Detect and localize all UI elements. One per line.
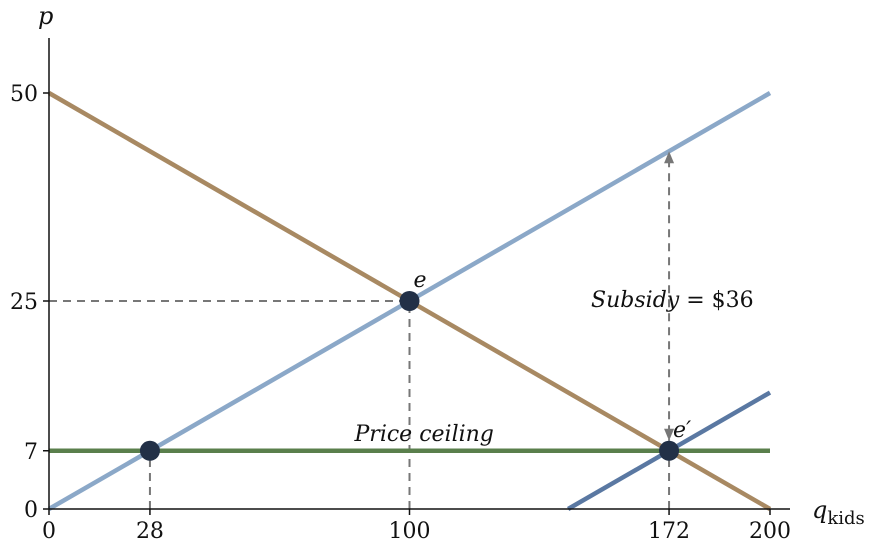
y-tick-label-0: 0 xyxy=(24,498,38,523)
y-tick-label-2: 25 xyxy=(10,290,38,315)
equilibrium-point-0 xyxy=(139,440,160,461)
x-tick-label-0: 0 xyxy=(42,519,56,543)
x-axis-title-subscript: kids xyxy=(827,508,864,529)
y-tick-label-3: 50 xyxy=(10,82,38,107)
point-label-2: e′ xyxy=(673,418,691,443)
subsidy-arrow-head-down xyxy=(664,428,675,441)
equilibrium-point-1 xyxy=(399,291,420,311)
x-tick-label-4: 200 xyxy=(749,519,791,543)
price-ceiling-label: Price ceiling xyxy=(354,422,494,447)
subsidy-arrow-head-up xyxy=(664,151,675,164)
x-axis-title-main: q xyxy=(812,496,827,524)
axes xyxy=(48,38,790,510)
x-tick-label-1: 28 xyxy=(136,519,164,543)
y-tick-label-1: 7 xyxy=(24,440,38,465)
subsidy-arrow xyxy=(664,151,675,441)
ticks: 0 28 100 172 200 0 7 25 50 xyxy=(10,82,791,543)
point-label-1: e xyxy=(414,268,427,293)
equilibrium-point-2 xyxy=(659,440,680,461)
x-tick-label-3: 172 xyxy=(648,519,690,543)
equilibrium-points: e e′ xyxy=(139,268,691,461)
y-axis-title: p xyxy=(38,2,53,30)
subsidy-label-word: Subsidy xyxy=(591,288,680,313)
x-tick-label-2: 100 xyxy=(389,519,431,543)
x-axis-title: qkids xyxy=(812,496,865,529)
subsidy-label-amount: = $36 xyxy=(679,288,753,313)
subsidy-label: Subsidy = $36 xyxy=(591,288,754,313)
